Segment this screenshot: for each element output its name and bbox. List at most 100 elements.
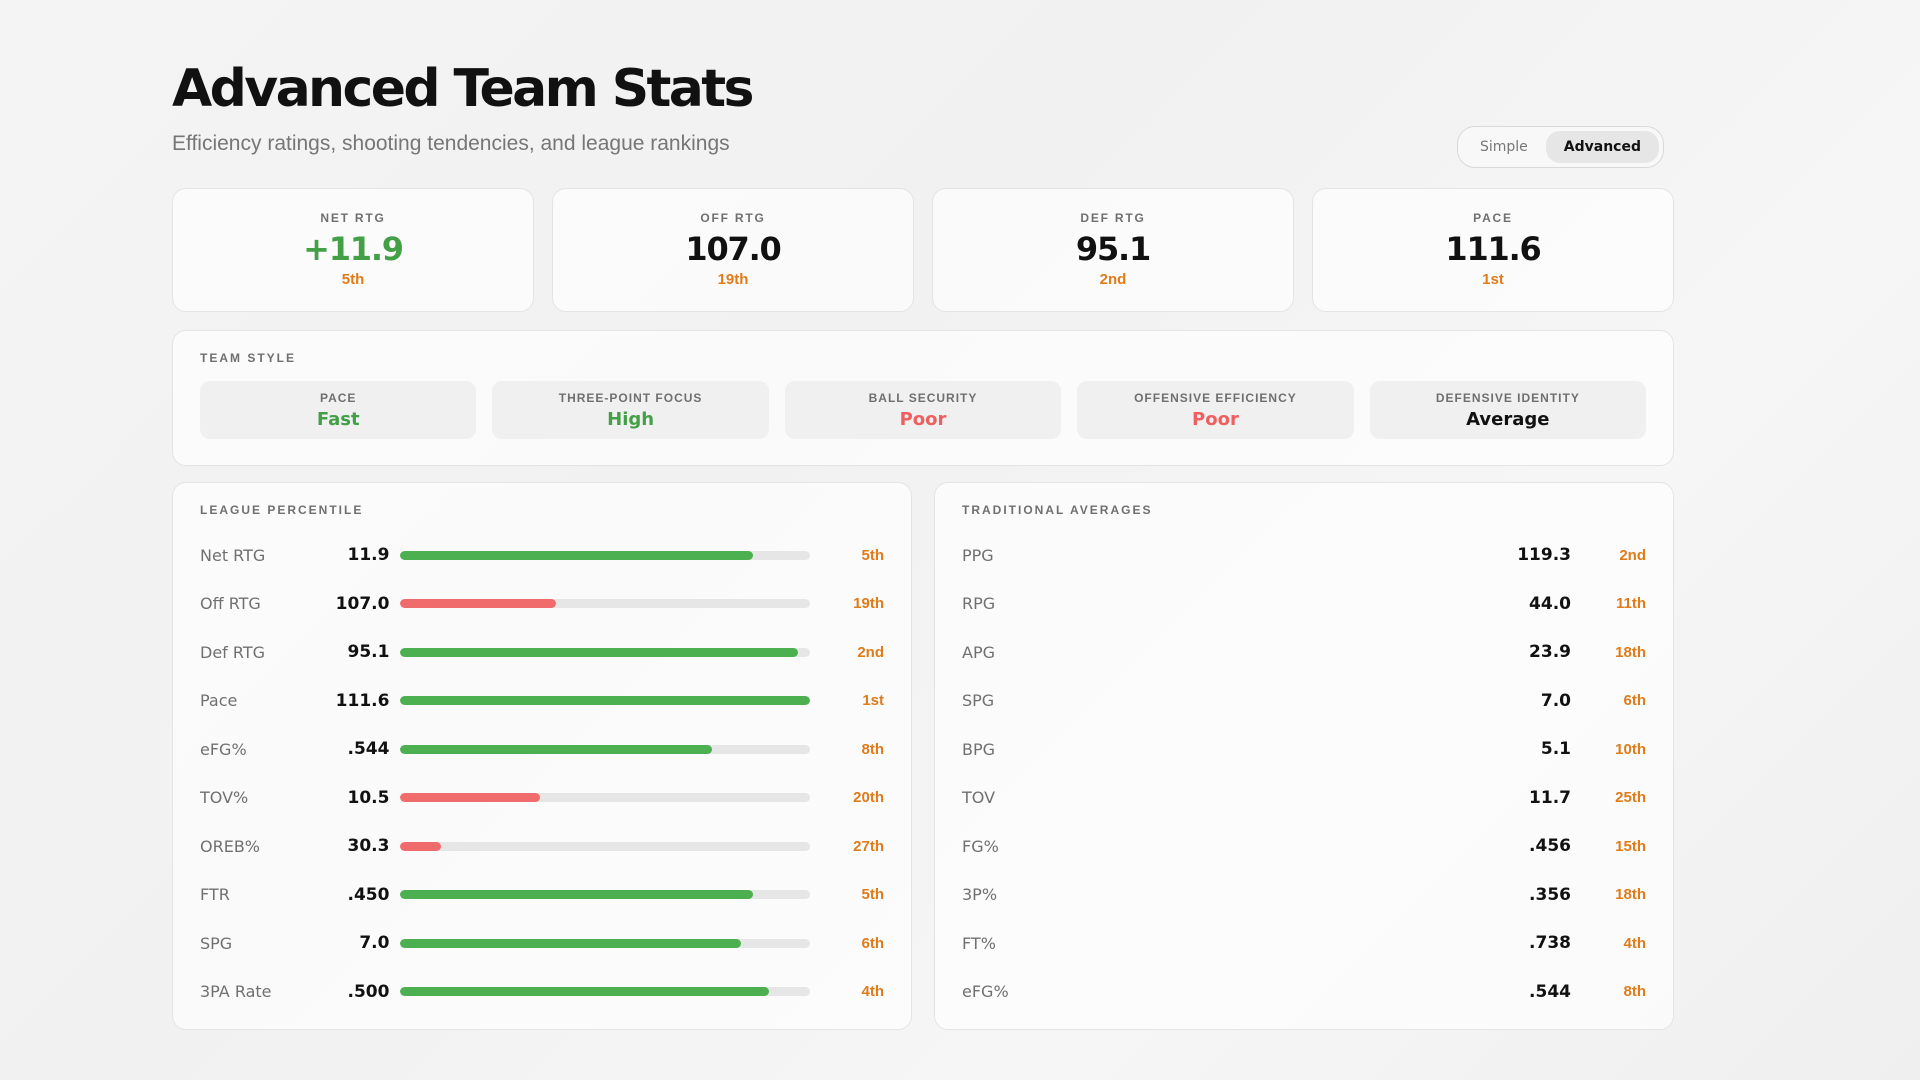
percentile-bar-fill bbox=[400, 793, 540, 803]
percentile-row: Net RTG 11.9 5th bbox=[200, 531, 884, 580]
kpi-cards: NET RTG +11.9 5th OFF RTG 107.0 19th DEF… bbox=[172, 188, 1674, 312]
percentile-row-label: Net RTG bbox=[200, 545, 266, 565]
percentile-row-label: Def RTG bbox=[200, 642, 266, 662]
traditional-averages-card: TRADITIONAL AVERAGES PPG 119.3 2nd RPG 44.0 1… bbox=[934, 482, 1674, 1030]
traditional-row: FT% .738 4th bbox=[962, 919, 1646, 968]
toggle-advanced[interactable]: Advanced bbox=[1545, 131, 1659, 163]
percentile-row-value: .450 bbox=[347, 884, 390, 905]
percentile-bar-fill bbox=[400, 744, 712, 754]
percentile-row-rank: 2nd bbox=[857, 643, 884, 661]
style-value: High bbox=[607, 409, 655, 430]
traditional-row-rank: 10th bbox=[1615, 740, 1646, 758]
style-value: Fast bbox=[316, 409, 360, 430]
traditional-row-rank: 4th bbox=[1623, 934, 1647, 952]
percentile-bar-fill bbox=[400, 696, 811, 706]
percentile-bar-track bbox=[400, 987, 811, 997]
percentile-row-rank: 27th bbox=[853, 837, 884, 855]
kpi-value: 111.6 bbox=[1445, 230, 1541, 268]
percentile-row-rank: 5th bbox=[861, 546, 885, 564]
percentile-bar-track bbox=[400, 793, 811, 803]
traditional-row-value: 7.0 bbox=[1540, 690, 1571, 711]
percentile-row: TOV% 10.5 20th bbox=[200, 774, 884, 823]
percentile-row-value: .544 bbox=[347, 739, 390, 760]
percentile-row: FTR .450 5th bbox=[200, 871, 884, 920]
traditional-list: PPG 119.3 2nd RPG 44.0 11th APG 23.9 18th SPG 7.0 6… bbox=[962, 531, 1646, 1016]
kpi-label: OFF RTG bbox=[700, 211, 766, 225]
style-label: BALL SECURITY bbox=[868, 391, 978, 405]
traditional-row-label: PPG bbox=[962, 545, 994, 565]
style-label: DEFENSIVE IDENTITY bbox=[1435, 391, 1580, 405]
percentile-row-label: Off RTG bbox=[200, 594, 261, 614]
traditional-row-value: 119.3 bbox=[1517, 545, 1571, 566]
kpi-label: DEF RTG bbox=[1080, 211, 1146, 225]
kpi-rank: 2nd bbox=[1099, 271, 1127, 288]
traditional-row-label: 3P% bbox=[962, 885, 998, 905]
percentile-row-rank: 19th bbox=[853, 595, 884, 613]
style-item-defensive-identity: DEFENSIVE IDENTITY Average bbox=[1369, 381, 1647, 439]
traditional-row-rank: 11th bbox=[1615, 595, 1646, 613]
percentile-row: SPG 7.0 6th bbox=[200, 919, 884, 968]
percentile-row-rank: 8th bbox=[861, 740, 885, 758]
percentile-row: Def RTG 95.1 2nd bbox=[200, 628, 884, 677]
percentile-row-label: OREB% bbox=[200, 836, 260, 856]
percentile-list: Net RTG 11.9 5th Off RTG 107.0 19th Def RTG 95.… bbox=[200, 531, 884, 1016]
page: Advanced Team Stats Efficiency ratings, … bbox=[172, 58, 1674, 1030]
percentile-row: 3PA Rate .500 4th bbox=[200, 968, 884, 1017]
percentile-row-value: 95.1 bbox=[347, 642, 390, 663]
traditional-row-rank: 25th bbox=[1615, 789, 1646, 807]
traditional-row-value: 5.1 bbox=[1540, 739, 1571, 760]
page-subtitle: Efficiency ratings, shooting tendencies,… bbox=[172, 132, 730, 155]
percentile-row-value: 7.0 bbox=[359, 933, 390, 954]
percentile-row-rank: 4th bbox=[861, 983, 885, 1001]
kpi-card-off-rtg: OFF RTG 107.0 19th bbox=[552, 188, 914, 312]
percentile-row-value: 11.9 bbox=[347, 545, 390, 566]
toggle-simple[interactable]: Simple bbox=[1479, 139, 1528, 155]
percentile-bar-fill bbox=[400, 841, 442, 851]
kpi-rank: 5th bbox=[341, 271, 365, 288]
percentile-row-value: 10.5 bbox=[347, 787, 390, 808]
kpi-label: PACE bbox=[1473, 211, 1513, 225]
traditional-row: SPG 7.0 6th bbox=[962, 677, 1646, 726]
percentile-bar-fill bbox=[400, 599, 557, 609]
percentile-bar-track bbox=[400, 647, 811, 657]
traditional-row: RPG 44.0 11th bbox=[962, 580, 1646, 629]
traditional-row-value: .738 bbox=[1529, 933, 1571, 954]
kpi-label: NET RTG bbox=[320, 211, 386, 225]
traditional-row-rank: 15th bbox=[1615, 837, 1646, 855]
traditional-row-label: BPG bbox=[962, 739, 996, 759]
traditional-row-rank: 18th bbox=[1615, 886, 1646, 904]
style-item-ball-security: BALL SECURITY Poor bbox=[784, 381, 1062, 439]
traditional-row-rank: 18th bbox=[1615, 643, 1646, 661]
percentile-row: Pace 111.6 1st bbox=[200, 677, 884, 726]
percentile-row-rank: 1st bbox=[862, 692, 884, 710]
percentile-row-label: SPG bbox=[200, 933, 233, 953]
traditional-row: 3P% .356 18th bbox=[962, 871, 1646, 920]
percentile-row: OREB% 30.3 27th bbox=[200, 822, 884, 871]
percentile-bar-fill bbox=[400, 987, 770, 997]
traditional-row-label: APG bbox=[962, 642, 995, 662]
percentile-bar-track bbox=[400, 744, 811, 754]
percentile-row-rank: 20th bbox=[853, 789, 884, 807]
style-value: Poor bbox=[899, 409, 947, 430]
team-style-heading: TEAM STYLE bbox=[200, 351, 297, 365]
percentile-row: eFG% .544 8th bbox=[200, 725, 884, 774]
traditional-row-value: .456 bbox=[1529, 836, 1571, 857]
traditional-row-value: 44.0 bbox=[1529, 593, 1571, 614]
percentile-row-rank: 5th bbox=[861, 886, 885, 904]
percentile-row-rank: 6th bbox=[861, 934, 885, 952]
percentile-row-value: 30.3 bbox=[347, 836, 390, 857]
percentile-row-label: eFG% bbox=[200, 739, 247, 759]
kpi-value: 95.1 bbox=[1075, 230, 1151, 268]
style-item-offensive-efficiency: OFFENSIVE EFFICIENCY Poor bbox=[1077, 381, 1354, 439]
team-style-card: TEAM STYLE PACE Fast THREE-POINT FOCUS H… bbox=[172, 330, 1674, 466]
traditional-row-rank: 2nd bbox=[1619, 546, 1646, 564]
kpi-card-net-rtg: NET RTG +11.9 5th bbox=[172, 188, 534, 312]
league-percentile-heading: LEAGUE PERCENTILE bbox=[200, 503, 364, 517]
traditional-row: eFG% .544 8th bbox=[962, 968, 1646, 1017]
traditional-averages-heading: TRADITIONAL AVERAGES bbox=[962, 503, 1153, 517]
style-label: THREE-POINT FOCUS bbox=[558, 391, 703, 405]
percentile-row-label: Pace bbox=[200, 691, 238, 711]
percentile-row: Off RTG 107.0 19th bbox=[200, 580, 884, 629]
percentile-bar-fill bbox=[400, 938, 741, 948]
traditional-row-label: RPG bbox=[962, 594, 996, 614]
